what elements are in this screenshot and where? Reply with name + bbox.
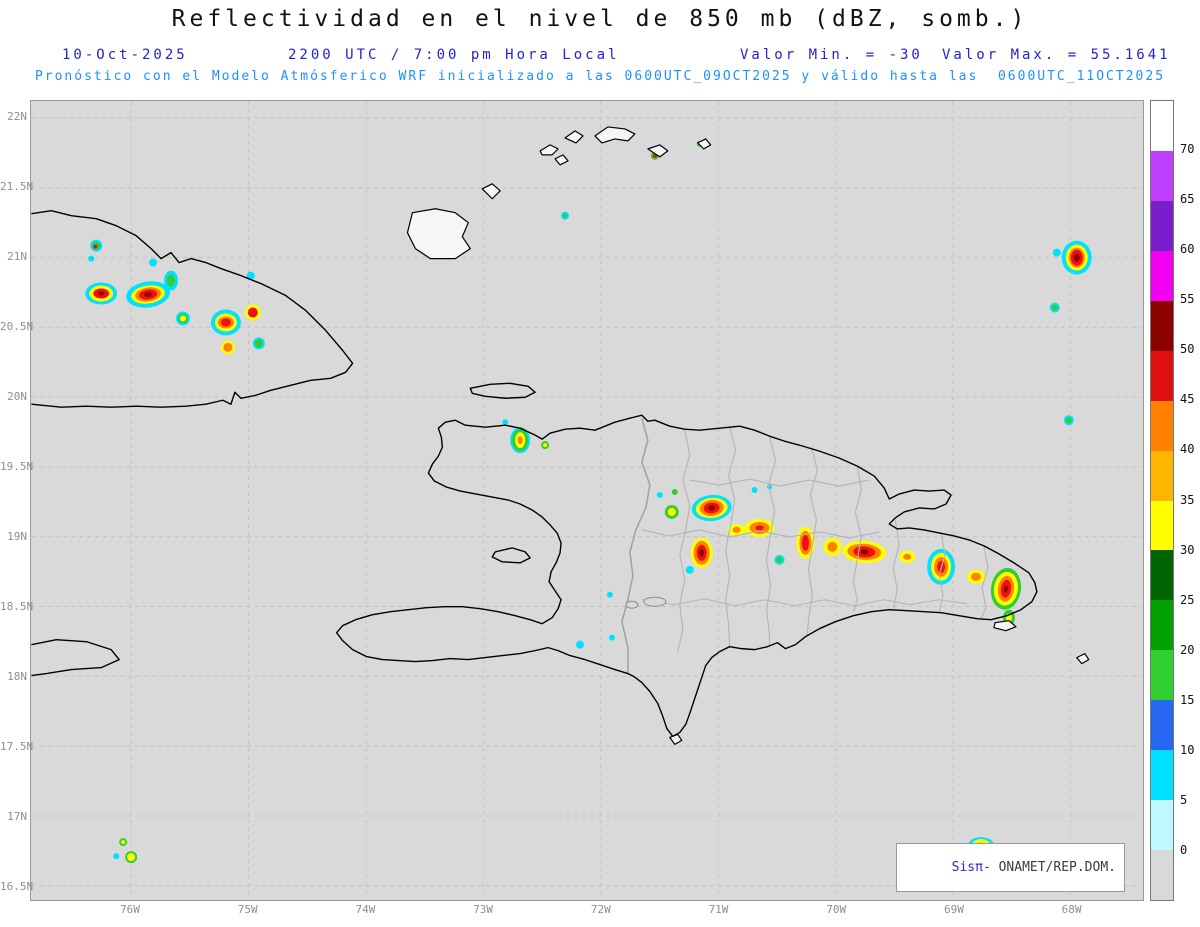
value-max: Valor Max. = 55.1641 — [942, 47, 1171, 63]
great-inagua-island — [406, 208, 471, 260]
colorbar-tick-label: 60 — [1180, 242, 1195, 257]
colorbar-tick-label: 40 — [1180, 442, 1195, 457]
caicos-island-2 — [564, 130, 584, 144]
colorbar-tick-label: 55 — [1180, 292, 1195, 307]
coastline-jamaica — [31, 638, 120, 677]
coastline-gonave-island — [491, 547, 531, 564]
colorbar-tick-label: 50 — [1180, 342, 1195, 357]
map-plot: Sisπ- ONAMET/REP.DOM. — [30, 100, 1144, 901]
radar-echoes-cuba — [85, 239, 265, 355]
colorbar-segment — [1151, 450, 1173, 501]
lat-tick-label: 20.5N — [0, 319, 34, 333]
lat-tick-label: 20N — [7, 389, 27, 403]
province-boundaries — [641, 427, 989, 652]
attribution-brand: Sisπ — [951, 860, 983, 875]
caicos-island-5 — [697, 138, 712, 150]
colorbar-segment — [1151, 350, 1173, 401]
colorbar-segment — [1151, 550, 1173, 601]
page-title: Reflectividad en el nivel de 850 mb (dBZ… — [171, 6, 1029, 32]
caicos-island-3 — [594, 126, 636, 144]
radar-echoes-east-ocean — [1049, 240, 1092, 426]
value-min: Valor Min. = -30 — [740, 47, 923, 63]
colorbar-segment — [1151, 700, 1173, 751]
colorbar-segment — [1151, 200, 1173, 251]
lon-tick-label: 75W — [237, 903, 258, 916]
lat-tick-label: 21N — [7, 249, 27, 263]
run-date: 10-Oct-2025 — [62, 47, 188, 63]
little-inagua-island — [481, 183, 501, 200]
lon-tick-label: 70W — [826, 903, 847, 916]
lon-tick-label: 74W — [355, 903, 376, 916]
lat-tick-label: 17N — [7, 809, 27, 823]
radar-echoes-caribbean — [113, 591, 997, 864]
graticule — [31, 101, 1143, 900]
colorbar-tick-label: 35 — [1180, 492, 1195, 507]
colorbar-tick-label: 15 — [1180, 692, 1195, 707]
lon-tick-label: 73W — [473, 903, 494, 916]
mona-island — [1076, 653, 1090, 665]
valid-time: 2200 UTC / 7:00 pm Hora Local — [288, 47, 620, 63]
beata-island — [669, 733, 683, 745]
colorbar-tick-label: 45 — [1180, 392, 1195, 407]
colorbar-segment — [1151, 250, 1173, 301]
caicos-island-4 — [647, 144, 669, 158]
colorbar-tick-label: 30 — [1180, 542, 1195, 557]
colorbar-segment — [1151, 650, 1173, 701]
colorbar-segment — [1151, 300, 1173, 351]
colorbar-segment — [1151, 750, 1173, 801]
colorbar-segment — [1151, 850, 1173, 900]
caicos-island-6 — [554, 154, 569, 166]
radar-echoes-north-coast — [502, 419, 550, 454]
caicos-island-1 — [539, 144, 559, 156]
lat-tick-label: 19N — [7, 529, 27, 543]
attribution-box: Sisπ- ONAMET/REP.DOM. — [895, 843, 1125, 892]
coastline-cuba — [31, 210, 354, 408]
haiti-dr-border — [621, 418, 651, 674]
lat-tick-label: 19.5N — [0, 459, 34, 473]
colorbar — [1150, 100, 1174, 901]
lon-tick-label: 68W — [1061, 903, 1082, 916]
radar-echoes-dominican — [656, 484, 1022, 626]
colorbar-tick-label: 10 — [1180, 742, 1195, 757]
colorbar-tick-label: 65 — [1180, 192, 1195, 207]
lat-tick-label: 16.5N — [0, 879, 34, 893]
lon-tick-label: 69W — [943, 903, 964, 916]
colorbar-tick-label: 20 — [1180, 642, 1195, 657]
map-canvas — [31, 101, 1143, 900]
colorbar-segment — [1151, 800, 1173, 851]
colorbar-segment — [1151, 101, 1173, 151]
small-islands — [406, 126, 1090, 745]
lat-tick-label: 18N — [7, 669, 27, 683]
colorbar-segment — [1151, 150, 1173, 201]
forecast-note: Pronóstico con el Modelo Atmósferico WRF… — [34, 69, 1166, 84]
colorbar-tick-label: 5 — [1180, 792, 1188, 807]
lon-tick-label: 76W — [120, 903, 140, 916]
colorbar-tick-label: 25 — [1180, 592, 1195, 607]
lat-tick-label: 21.5N — [0, 179, 34, 193]
colorbar-tick-label: 70 — [1180, 142, 1195, 157]
colorbar-segment — [1151, 600, 1173, 651]
lat-tick-label: 18.5N — [0, 599, 34, 613]
saona-island — [993, 620, 1017, 632]
lat-tick-label: 17.5N — [0, 739, 34, 753]
colorbar-tick-label: 0 — [1180, 842, 1188, 857]
coastline-hispaniola — [335, 414, 1038, 738]
colorbar-segment — [1151, 500, 1173, 551]
colorbar-segment — [1151, 400, 1173, 451]
radar-echoes-atlantic — [561, 140, 703, 220]
lakes — [625, 596, 667, 609]
lat-tick-label: 22N — [7, 109, 27, 123]
attribution-text: - ONAMET/REP.DOM. — [982, 860, 1116, 875]
coastline-tortuga-island — [469, 382, 536, 399]
lon-tick-label: 72W — [590, 903, 611, 916]
lon-tick-label: 71W — [708, 903, 729, 916]
